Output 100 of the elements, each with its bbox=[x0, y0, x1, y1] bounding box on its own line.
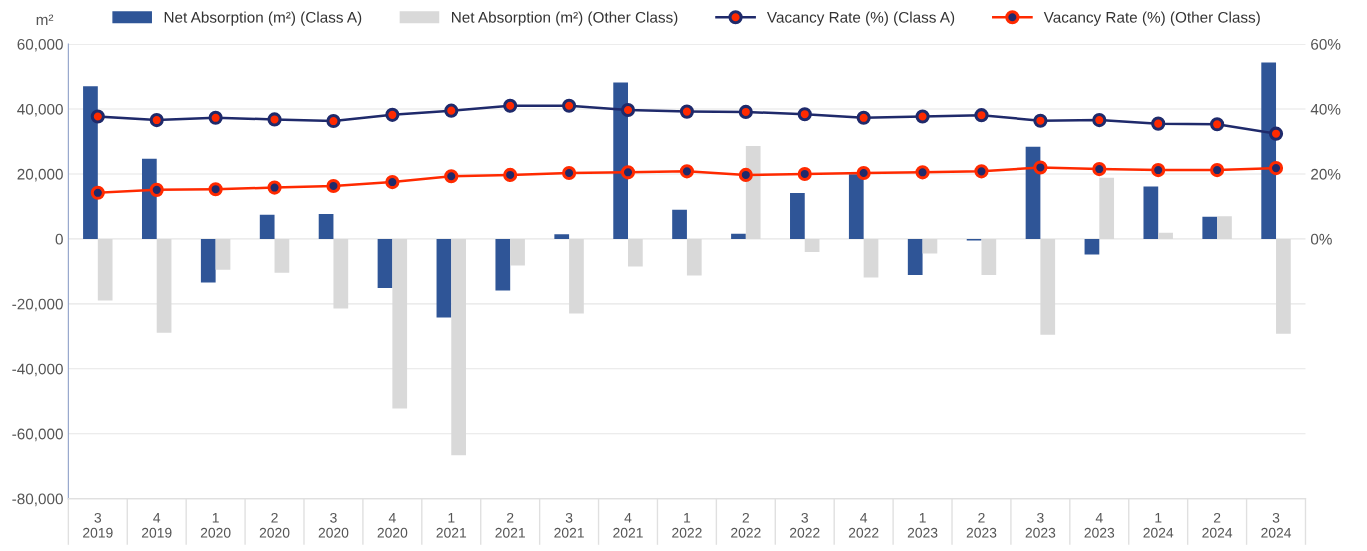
point bbox=[797, 166, 812, 182]
x-tick-label: 2 2022 bbox=[731, 512, 761, 538]
y-tick-label: 0 bbox=[55, 233, 63, 245]
x-tick-label: 1 2021 bbox=[436, 513, 467, 538]
bar bbox=[848, 174, 864, 239]
bar bbox=[554, 234, 570, 239]
legend-label: Vacancy Rate (%) (Class A) bbox=[766, 11, 955, 26]
point bbox=[679, 104, 694, 119]
point bbox=[90, 185, 105, 200]
bar bbox=[569, 238, 584, 314]
x-tick-label: 1 2020 bbox=[200, 513, 231, 538]
point bbox=[385, 107, 400, 122]
bar bbox=[1084, 238, 1100, 255]
point bbox=[267, 180, 282, 195]
bar bbox=[510, 238, 525, 266]
bar bbox=[804, 238, 820, 252]
point bbox=[797, 107, 812, 122]
point bbox=[1092, 112, 1107, 128]
point bbox=[503, 167, 518, 183]
bar bbox=[1099, 177, 1115, 239]
x-tick-label: 4 2021 bbox=[613, 513, 643, 538]
point bbox=[1033, 160, 1048, 175]
bar bbox=[141, 158, 157, 239]
point bbox=[385, 174, 400, 190]
y-tick-label: -40,000 bbox=[12, 363, 63, 377]
bar bbox=[156, 238, 172, 333]
point bbox=[620, 165, 636, 180]
x-tick-label: 1 2024 bbox=[1143, 513, 1174, 538]
point bbox=[562, 165, 577, 181]
y2-tick-label: 40% bbox=[1310, 103, 1341, 115]
bar bbox=[907, 238, 923, 275]
bar bbox=[672, 209, 687, 239]
point bbox=[974, 164, 989, 179]
point bbox=[1268, 161, 1284, 176]
point bbox=[620, 102, 636, 118]
x-tick-label: 3 2022 bbox=[789, 512, 820, 538]
x-tick-label: 3 2023 bbox=[1025, 512, 1056, 538]
y-tick-label: 40,000 bbox=[17, 103, 63, 117]
bar bbox=[451, 238, 466, 456]
point bbox=[856, 110, 871, 125]
y-tick-label: -20,000 bbox=[12, 298, 63, 312]
point bbox=[208, 182, 223, 197]
bar bbox=[392, 238, 408, 409]
point bbox=[1033, 113, 1048, 128]
x-tick-label: 1 2023 bbox=[907, 513, 938, 538]
point bbox=[738, 167, 753, 183]
bar bbox=[274, 238, 290, 273]
point bbox=[974, 108, 989, 123]
point bbox=[326, 178, 341, 194]
bar bbox=[1158, 232, 1173, 239]
x-tick-label: 2 2024 bbox=[1202, 512, 1233, 538]
point bbox=[1151, 116, 1166, 131]
x-tick-label: 4 2022 bbox=[848, 513, 879, 538]
bar bbox=[628, 238, 643, 267]
y-tick-label: -80,000 bbox=[12, 493, 63, 507]
bar bbox=[613, 82, 629, 239]
bar bbox=[495, 238, 511, 291]
point bbox=[444, 103, 459, 118]
point bbox=[856, 165, 871, 181]
point bbox=[915, 165, 930, 180]
bar bbox=[1261, 62, 1277, 239]
bar bbox=[863, 238, 879, 278]
bar bbox=[731, 233, 746, 239]
bar bbox=[790, 193, 805, 239]
x-tick-label: 4 2020 bbox=[377, 513, 408, 538]
bar bbox=[333, 238, 349, 309]
bar bbox=[200, 238, 216, 283]
bar bbox=[377, 238, 393, 288]
y-tick-label: -60,000 bbox=[12, 428, 63, 442]
point bbox=[326, 113, 341, 129]
bar bbox=[1040, 238, 1056, 335]
x-tick-label: 2 2020 bbox=[259, 512, 290, 538]
y-tick-label: 20,000 bbox=[17, 168, 63, 182]
bar bbox=[981, 238, 997, 275]
bar bbox=[686, 238, 702, 276]
y-axis-title: m² bbox=[36, 14, 54, 25]
bar bbox=[1202, 216, 1218, 239]
y2-tick-label: 0% bbox=[1310, 233, 1332, 245]
point bbox=[267, 112, 282, 127]
bar bbox=[318, 213, 334, 239]
point bbox=[90, 109, 105, 124]
x-tick-label: 4 2023 bbox=[1084, 513, 1115, 538]
point bbox=[1210, 162, 1225, 178]
x-tick-label: 1 2022 bbox=[672, 513, 702, 538]
x-tick-label: 2 2021 bbox=[495, 512, 525, 538]
bar bbox=[1276, 238, 1291, 334]
point bbox=[679, 164, 694, 179]
bar bbox=[259, 214, 275, 239]
point bbox=[208, 110, 223, 125]
y2-tick-label: 60% bbox=[1311, 38, 1341, 50]
bar bbox=[922, 238, 938, 254]
point bbox=[1151, 162, 1166, 178]
x-tick-label: 3 2020 bbox=[318, 512, 349, 538]
legend-label: Vacancy Rate (%) (Other Class) bbox=[1043, 11, 1260, 26]
point bbox=[562, 98, 577, 113]
point bbox=[1210, 117, 1225, 132]
point bbox=[738, 104, 753, 120]
point bbox=[1092, 162, 1107, 177]
bar bbox=[436, 238, 452, 318]
point bbox=[444, 169, 459, 184]
